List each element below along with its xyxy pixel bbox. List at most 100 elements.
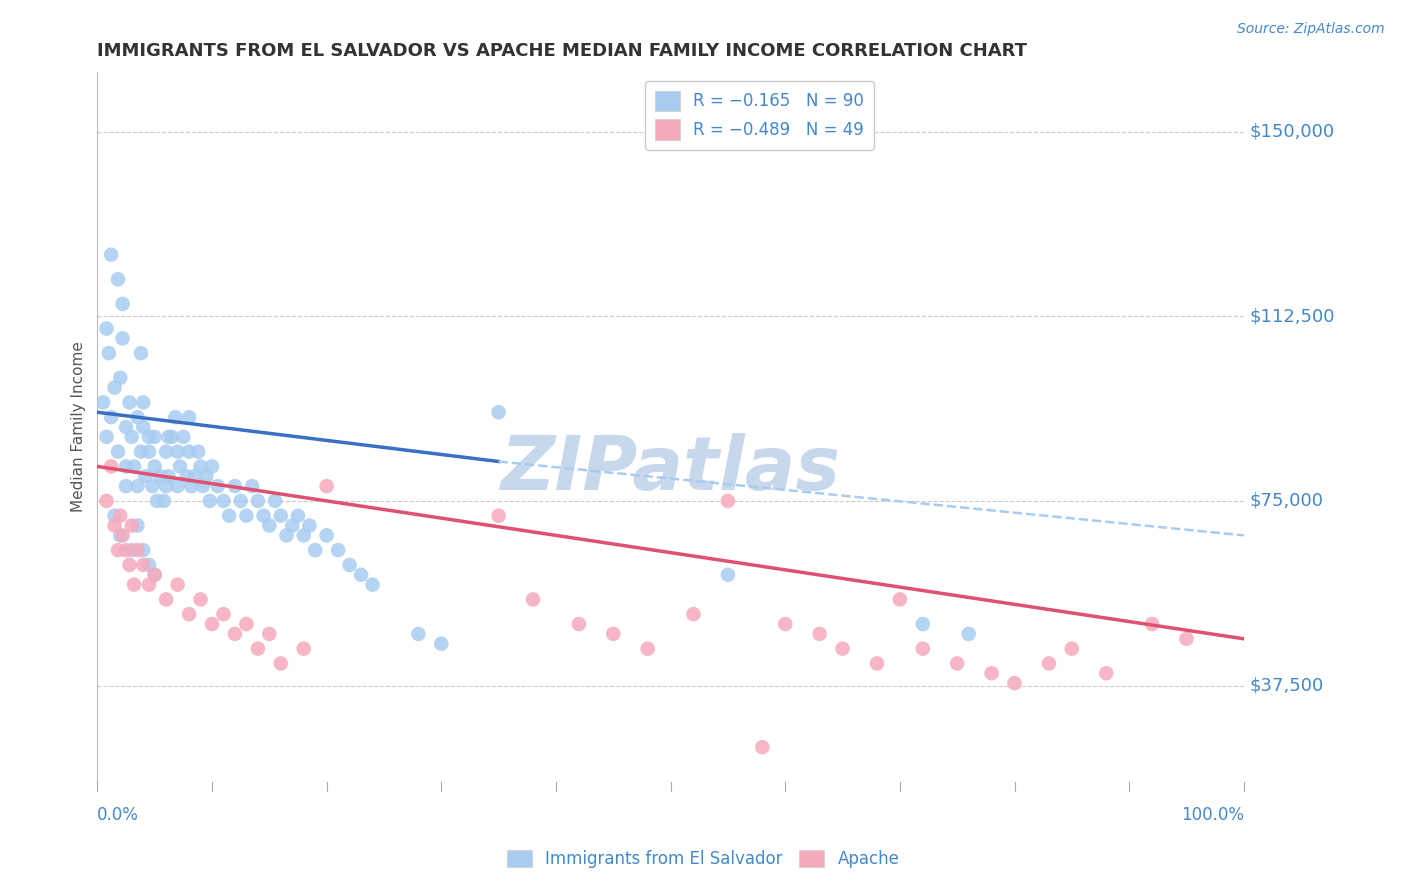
Point — [1004, 676, 1026, 690]
Point — [187, 444, 209, 458]
Point — [138, 577, 160, 591]
Point — [141, 479, 163, 493]
Point — [190, 459, 212, 474]
Point — [103, 381, 125, 395]
Text: $37,500: $37,500 — [1250, 677, 1324, 695]
Text: ZIPatlas: ZIPatlas — [501, 434, 841, 506]
Point — [201, 617, 224, 632]
Point — [118, 558, 141, 572]
Point — [212, 494, 235, 508]
Point — [408, 627, 430, 641]
Point — [160, 430, 183, 444]
Point — [111, 297, 134, 311]
Point — [488, 405, 510, 419]
Point — [980, 666, 1002, 681]
Point — [339, 558, 361, 572]
Point — [224, 627, 246, 641]
Point — [911, 617, 934, 632]
Point — [127, 543, 149, 558]
Point — [176, 469, 198, 483]
Point — [773, 617, 796, 632]
Text: 100.0%: 100.0% — [1181, 806, 1244, 824]
Point — [866, 657, 889, 671]
Point — [270, 508, 292, 523]
Point — [115, 420, 138, 434]
Point — [138, 430, 160, 444]
Point — [430, 637, 453, 651]
Point — [252, 508, 274, 523]
Point — [155, 444, 177, 458]
Point — [1095, 666, 1118, 681]
Point — [100, 247, 122, 261]
Text: $112,500: $112,500 — [1250, 307, 1336, 326]
Point — [191, 479, 214, 493]
Point — [292, 528, 315, 542]
Point — [212, 607, 235, 622]
Y-axis label: Median Family Income: Median Family Income — [72, 342, 86, 513]
Point — [808, 627, 831, 641]
Point — [292, 641, 315, 656]
Point — [172, 430, 194, 444]
Point — [270, 657, 292, 671]
Point — [488, 508, 510, 523]
Point — [190, 592, 212, 607]
Point — [110, 508, 132, 523]
Point — [165, 410, 187, 425]
Point — [110, 371, 132, 385]
Point — [157, 430, 180, 444]
Point — [240, 479, 263, 493]
Point — [118, 395, 141, 409]
Point — [177, 607, 200, 622]
Point — [122, 459, 145, 474]
Point — [132, 558, 155, 572]
Point — [115, 479, 138, 493]
Point — [259, 627, 281, 641]
Point — [522, 592, 544, 607]
Legend: Immigrants from El Salvador, Apache: Immigrants from El Salvador, Apache — [501, 843, 905, 875]
Point — [138, 444, 160, 458]
Point — [276, 528, 298, 542]
Point — [946, 657, 969, 671]
Point — [602, 627, 624, 641]
Point — [682, 607, 704, 622]
Point — [143, 567, 166, 582]
Point — [132, 543, 155, 558]
Point — [177, 444, 200, 458]
Point — [143, 567, 166, 582]
Point — [201, 459, 224, 474]
Point — [637, 641, 659, 656]
Point — [127, 410, 149, 425]
Point — [157, 469, 180, 483]
Point — [103, 518, 125, 533]
Point — [91, 395, 114, 409]
Point — [224, 479, 246, 493]
Point — [166, 479, 188, 493]
Point — [717, 567, 740, 582]
Point — [1140, 617, 1163, 632]
Point — [121, 543, 143, 558]
Point — [229, 494, 252, 508]
Point — [568, 617, 591, 632]
Point — [207, 479, 229, 493]
Point — [134, 469, 156, 483]
Point — [96, 494, 118, 508]
Point — [304, 543, 326, 558]
Point — [132, 395, 155, 409]
Point — [361, 577, 384, 591]
Point — [121, 430, 143, 444]
Point — [127, 479, 149, 493]
Point — [143, 430, 166, 444]
Point — [121, 518, 143, 533]
Point — [146, 494, 169, 508]
Point — [1038, 657, 1060, 671]
Point — [911, 641, 934, 656]
Point — [1060, 641, 1083, 656]
Point — [259, 518, 281, 533]
Point — [111, 331, 134, 345]
Point — [315, 479, 337, 493]
Point — [115, 459, 138, 474]
Point — [129, 444, 152, 458]
Point — [831, 641, 853, 656]
Point — [155, 592, 177, 607]
Text: 0.0%: 0.0% — [97, 806, 139, 824]
